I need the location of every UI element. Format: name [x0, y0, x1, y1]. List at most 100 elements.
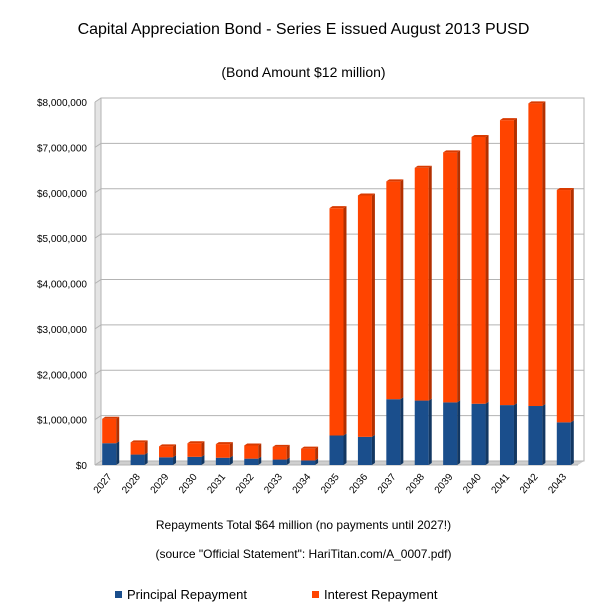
bar-top-2028	[130, 440, 148, 443]
bar-principal-2034	[301, 460, 316, 465]
y-tick-label: $6,000,000	[37, 189, 87, 200]
bar-principal-2037	[386, 399, 401, 465]
bar-side-principal-2027	[116, 441, 120, 465]
bar-interest-2036	[357, 195, 372, 437]
bar-interest-2043	[556, 190, 571, 423]
bar-top-2043	[556, 188, 574, 191]
x-tick-label: 2032	[234, 472, 257, 496]
bar-side-principal-2039	[457, 400, 461, 465]
chart-title: Capital Appreciation Bond - Series E iss…	[77, 21, 530, 38]
bar-side-interest-2034	[315, 446, 319, 461]
bar-interest-2032	[244, 445, 259, 459]
bar-side-interest-2036	[371, 193, 375, 437]
bar-interest-2031	[215, 444, 230, 458]
x-tick-label: 2028	[120, 472, 143, 496]
x-tick-label: 2038	[404, 472, 427, 496]
x-tick-label: 2036	[347, 472, 370, 496]
bar-interest-2030	[187, 443, 202, 457]
bar-top-2035	[329, 206, 347, 209]
bar-interest-2038	[414, 167, 429, 401]
bar-interest-2035	[329, 208, 344, 436]
x-tick-label: 2037	[376, 472, 399, 496]
bar-interest-2039	[443, 152, 458, 403]
bar-principal-2041	[499, 405, 514, 465]
bar-interest-2029	[159, 446, 174, 458]
bar-principal-2042	[528, 406, 543, 465]
x-tick-label: 2041	[490, 472, 513, 496]
x-tick-label: 2031	[205, 472, 228, 496]
bar-top-2038	[414, 165, 432, 168]
bar-side-interest-2035	[343, 206, 347, 436]
bar-side-interest-2027	[116, 416, 120, 444]
bar-principal-2031	[215, 457, 230, 465]
bar-top-2036	[357, 193, 375, 196]
bar-side-interest-2033	[286, 444, 290, 460]
bar-side-interest-2029	[173, 444, 177, 458]
bar-side-interest-2030	[201, 441, 205, 457]
bar-side-principal-2037	[400, 397, 404, 465]
x-tick-label: 2035	[319, 472, 342, 496]
x-tick-label: 2042	[518, 472, 541, 496]
bar-principal-2040	[471, 403, 486, 465]
legend-swatch-interest	[312, 591, 319, 598]
legend-label-principal: Principal Repayment	[127, 587, 247, 602]
bar-interest-2042	[528, 103, 543, 407]
y-tick-label: $0	[76, 461, 88, 472]
x-tick-label: 2040	[461, 472, 484, 496]
bar-side-principal-2035	[343, 433, 347, 465]
bar-principal-2028	[130, 454, 145, 465]
bar-top-2030	[187, 441, 205, 444]
bar-top-2031	[215, 442, 233, 445]
bar-side-principal-2036	[371, 434, 375, 465]
bar-side-principal-2041	[513, 403, 517, 465]
bar-interest-2028	[130, 442, 145, 455]
bar-principal-2036	[357, 436, 372, 465]
bar-interest-2041	[499, 120, 514, 406]
legend-label-interest: Interest Repayment	[324, 587, 438, 602]
bar-side-interest-2038	[428, 165, 432, 401]
bar-top-2042	[528, 101, 546, 104]
bar-principal-2029	[159, 457, 174, 465]
y-tick-label: $7,000,000	[37, 143, 87, 154]
x-tick-label: 2034	[291, 472, 314, 496]
gridline	[94, 142, 584, 148]
bar-top-2033	[272, 444, 290, 447]
bar-interest-2040	[471, 136, 486, 404]
bar-side-principal-2032	[258, 456, 262, 465]
bar-side-principal-2031	[229, 455, 233, 465]
bar-principal-2038	[414, 400, 429, 465]
bar-side-principal-2033	[286, 457, 290, 465]
bar-side-principal-2042	[542, 404, 546, 465]
y-tick-label: $2,000,000	[37, 370, 87, 381]
bar-principal-2035	[329, 435, 344, 465]
gridline	[94, 97, 584, 103]
bar-side-principal-2028	[144, 452, 148, 465]
legend-item-interest: Interest Repayment	[312, 587, 437, 602]
x-tick-label: 2039	[433, 472, 456, 496]
bar-side-interest-2040	[485, 134, 489, 404]
bar-principal-2043	[556, 422, 571, 465]
bar-interest-2033	[272, 446, 287, 460]
bar-side-interest-2043	[570, 188, 574, 423]
bar-top-2040	[471, 134, 489, 137]
bar-top-2034	[301, 446, 319, 449]
bar-top-2041	[499, 118, 517, 121]
x-tick-label: 2033	[262, 472, 285, 496]
source-note: (source "Official Statement": HariTitan.…	[155, 547, 452, 561]
bar-side-interest-2039	[457, 150, 461, 403]
y-tick-label: $4,000,000	[37, 280, 87, 291]
bar-principal-2027	[102, 443, 117, 465]
bar-top-2037	[386, 179, 404, 182]
bar-side-principal-2029	[173, 455, 177, 465]
bar-top-2027	[102, 416, 120, 419]
bar-side-interest-2032	[258, 443, 262, 459]
chart-subtitle: (Bond Amount $12 million)	[221, 64, 386, 80]
bar-side-interest-2028	[144, 440, 148, 455]
y-tick-label: $1,000,000	[37, 416, 87, 427]
bar-side-principal-2040	[485, 401, 489, 465]
y-tick-label: $5,000,000	[37, 234, 87, 245]
y-tick-label: $3,000,000	[37, 325, 87, 336]
y-tick-label: $8,000,000	[37, 98, 87, 109]
bar-principal-2032	[244, 458, 259, 465]
